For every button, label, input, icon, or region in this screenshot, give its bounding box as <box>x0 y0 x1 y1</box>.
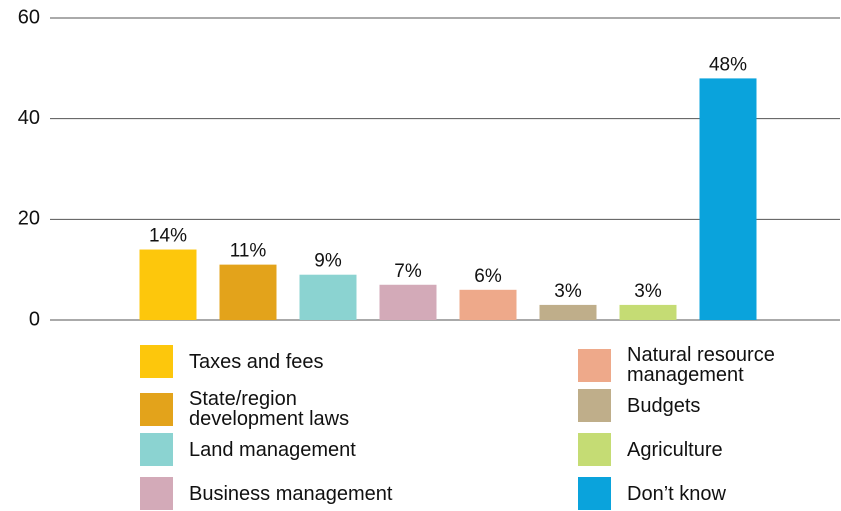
legend-item: Business management <box>140 477 409 510</box>
bar <box>219 264 277 320</box>
data-label: 11% <box>230 241 267 262</box>
legend-swatch <box>140 477 173 510</box>
legend-swatch <box>578 348 611 382</box>
data-label: 9% <box>314 251 342 272</box>
data-label: 7% <box>394 261 422 282</box>
legend-item: Taxes and fees <box>140 345 409 378</box>
legend-item: Agriculture <box>578 433 827 466</box>
data-label: 3% <box>554 281 582 302</box>
data-label: 48% <box>709 54 747 75</box>
bar <box>459 289 517 320</box>
bar <box>299 274 357 320</box>
y-tick-label: 60 <box>18 6 40 28</box>
legend-swatch <box>578 477 611 510</box>
legend-item: Natural resource management <box>578 345 827 385</box>
legend-swatch <box>578 389 611 422</box>
data-label: 14% <box>149 226 187 247</box>
bar <box>619 304 677 320</box>
y-tick-label: 0 <box>29 308 40 330</box>
legend-swatch <box>578 433 611 466</box>
bar <box>539 304 597 320</box>
legend-label: Taxes and fees <box>189 350 324 373</box>
legend-label: State/region development laws <box>189 388 350 430</box>
y-tick-label: 20 <box>18 208 40 230</box>
legend-label: Natural resource management <box>627 344 775 386</box>
data-label: 6% <box>474 266 502 287</box>
legend-swatch <box>140 433 173 466</box>
legend-label: Agriculture <box>627 438 723 461</box>
legend-label: Don’t know <box>627 482 726 505</box>
bar <box>699 78 757 321</box>
legend-item: Budgets <box>578 389 827 422</box>
legend-swatch <box>140 392 173 426</box>
legend-item: State/region development laws <box>140 389 409 429</box>
legend-label: Business management <box>189 482 393 505</box>
legend-label: Budgets <box>627 394 701 417</box>
bar <box>379 284 437 320</box>
legend-label: Land management <box>189 438 356 461</box>
data-label: 3% <box>634 281 662 302</box>
y-tick-label: 40 <box>18 107 40 129</box>
legend-item: Land management <box>140 433 409 466</box>
legend-item: Don’t know <box>578 477 827 510</box>
bar <box>139 249 197 320</box>
legend-swatch <box>140 345 173 378</box>
